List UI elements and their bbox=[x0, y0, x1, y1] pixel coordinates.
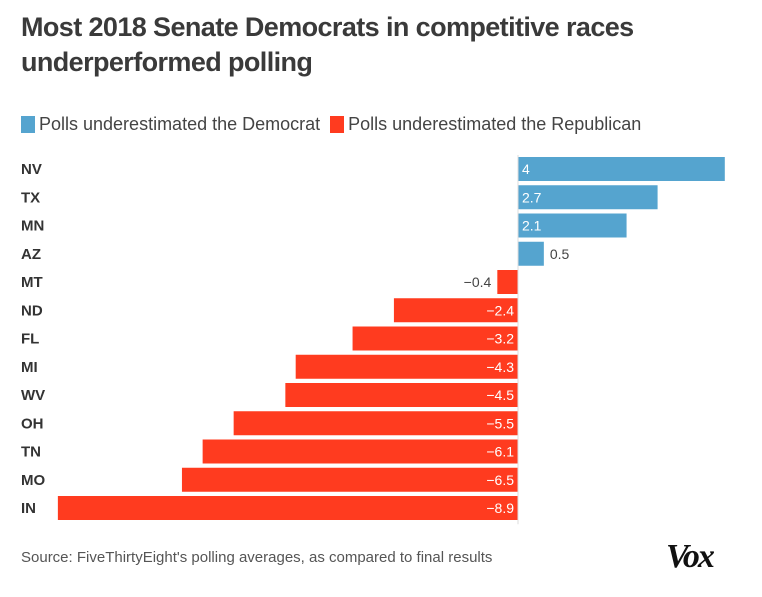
value-label: 0.5 bbox=[550, 246, 570, 262]
value-label: 2.7 bbox=[522, 189, 542, 205]
value-label: −6.1 bbox=[486, 444, 514, 460]
bar-mt bbox=[497, 270, 518, 294]
value-label: −2.4 bbox=[486, 302, 514, 318]
bar-oh bbox=[233, 411, 518, 436]
category-label: WV bbox=[21, 387, 45, 404]
chart-title: Most 2018 Senate Democrats in competitiv… bbox=[21, 12, 634, 77]
value-label: 2.1 bbox=[522, 218, 542, 234]
bar-mn bbox=[518, 213, 627, 238]
value-label: −8.9 bbox=[486, 500, 514, 516]
value-label: 4 bbox=[522, 161, 530, 177]
bar-fl bbox=[352, 326, 518, 351]
source-note: Source: FiveThirtyEight's polling averag… bbox=[21, 549, 493, 566]
bar-wv bbox=[285, 383, 518, 407]
value-label: −5.5 bbox=[486, 415, 514, 431]
legend-item-democrat: Polls underestimated the Democrat bbox=[21, 114, 320, 135]
vox-logo: Vox bbox=[666, 538, 715, 575]
category-label: TN bbox=[21, 444, 41, 461]
bar-mi bbox=[295, 354, 518, 379]
category-label: ND bbox=[21, 302, 43, 319]
category-label: MI bbox=[21, 359, 38, 376]
category-label: MT bbox=[21, 274, 43, 291]
value-label: −4.3 bbox=[486, 359, 514, 375]
value-label: −6.5 bbox=[486, 472, 514, 488]
legend-label-democrat: Polls underestimated the Democrat bbox=[39, 114, 321, 134]
bar-nv bbox=[518, 157, 725, 181]
bar-tx bbox=[518, 185, 658, 210]
category-label: MN bbox=[21, 218, 44, 235]
legend-label-republican: Polls underestimated the Republican bbox=[348, 114, 642, 134]
category-label: AZ bbox=[21, 246, 41, 263]
category-label: MO bbox=[21, 472, 45, 489]
bar-nd bbox=[393, 298, 518, 323]
legend-item-republican: Polls underestimated the Republican bbox=[330, 114, 641, 135]
value-label: −4.5 bbox=[486, 387, 514, 403]
category-label: TX bbox=[21, 189, 40, 206]
bar-in bbox=[57, 496, 519, 520]
bar-az bbox=[518, 241, 544, 266]
category-label: FL bbox=[21, 331, 39, 348]
category-label: IN bbox=[21, 500, 36, 517]
category-label: OH bbox=[21, 415, 44, 432]
value-label: −0.4 bbox=[464, 274, 492, 290]
bar-tn bbox=[202, 439, 518, 464]
legend-swatch-republican bbox=[330, 116, 345, 133]
category-label: NV bbox=[21, 161, 42, 178]
value-label: −3.2 bbox=[486, 331, 514, 347]
legend-swatch-democrat bbox=[21, 116, 35, 133]
bar-mo bbox=[181, 467, 518, 492]
legend: Polls underestimated the Democrat Polls … bbox=[21, 114, 651, 135]
